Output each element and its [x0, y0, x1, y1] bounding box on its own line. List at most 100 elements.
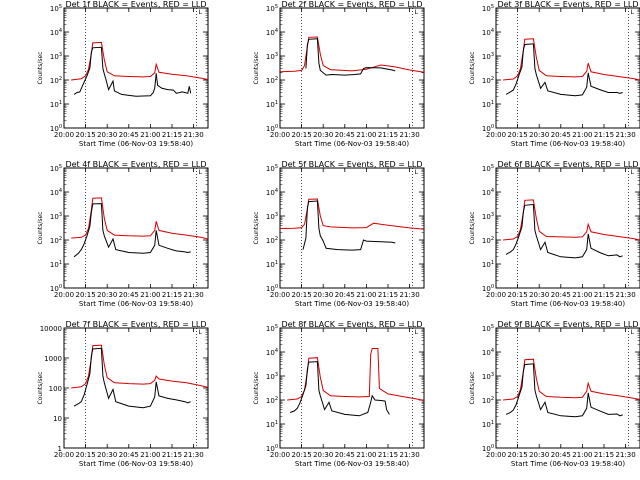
- x-tick-label: 20:00: [270, 291, 290, 299]
- x-tick-label: 20:15: [292, 131, 312, 139]
- x-tick-label: 21:15: [594, 451, 614, 459]
- series-lld-line: [503, 38, 640, 81]
- x-tick-label: 21:15: [594, 291, 614, 299]
- x-tick-label: 20:30: [313, 131, 333, 139]
- x-tick-label: 20:30: [313, 291, 333, 299]
- series-lld-line: [503, 199, 640, 241]
- x-tick-label: 20:45: [551, 131, 571, 139]
- y-tick-label: 1000: [44, 355, 62, 363]
- y-tick-label: 104: [50, 28, 62, 37]
- unit-marker: L: [198, 169, 202, 176]
- x-tick-label: 21:15: [162, 131, 182, 139]
- x-tick-label: 21:15: [378, 451, 398, 459]
- y-tick-label: 100: [266, 124, 278, 133]
- plot-frame: [63, 167, 209, 289]
- y-tick-label: 101: [50, 260, 62, 269]
- unit-marker: L: [414, 9, 418, 16]
- x-tick-label: 20:45: [335, 131, 355, 139]
- y-tick-label: 105: [50, 4, 62, 13]
- chart-title: Det 1f BLACK = Events, RED = LLD: [65, 0, 206, 9]
- chart-title: Det 9f BLACK = Events, RED = LLD: [497, 320, 638, 329]
- y-tick-label: 105: [266, 324, 278, 333]
- x-tick-label: 20:00: [486, 451, 506, 459]
- series-events-line: [505, 363, 623, 418]
- series-events-line: [73, 46, 192, 97]
- series-lld-line: [279, 198, 425, 230]
- y-tick-label: 104: [482, 348, 494, 357]
- x-tick-label: 20:00: [54, 291, 74, 299]
- y-tick-label: 105: [266, 4, 278, 13]
- y-tick-label: 102: [266, 396, 278, 405]
- x-tick-label: 20:30: [529, 131, 549, 139]
- y-tick-label: 105: [50, 164, 62, 173]
- y-axis-label: Counts/sec: [37, 211, 44, 244]
- chart-title: Det 6f BLACK = Events, RED = LLD: [497, 160, 638, 169]
- chart-title: Det 4f BLACK = Events, RED = LLD: [65, 160, 206, 169]
- x-tick-label: 21:00: [572, 131, 592, 139]
- x-tick-label: 20:15: [76, 451, 96, 459]
- x-tick-label: 21:15: [594, 131, 614, 139]
- x-tick-label: 21:00: [356, 291, 376, 299]
- series-events-line: [505, 203, 623, 259]
- y-tick-label: 105: [482, 164, 494, 173]
- x-tick-label: 21:30: [615, 451, 635, 459]
- y-axis-label: Counts/sec: [37, 51, 44, 84]
- y-tick-label: 101: [482, 260, 494, 269]
- series-events-line: [73, 347, 191, 409]
- series-lld-line: [279, 36, 425, 73]
- x-axis-label: Start Time (06-Nov-03 19:58:40): [511, 460, 625, 468]
- x-tick-label: 20:30: [313, 451, 333, 459]
- y-tick-label: 100: [482, 124, 494, 133]
- x-tick-label: 20:15: [508, 131, 528, 139]
- x-tick-label: 20:15: [508, 291, 528, 299]
- x-axis-label: Start Time (06-Nov-03 19:58:40): [295, 460, 409, 468]
- x-axis-label: Start Time (06-Nov-03 19:58:40): [295, 140, 409, 148]
- y-tick-label: 100: [266, 284, 278, 293]
- x-tick-label: 21:15: [378, 131, 398, 139]
- x-tick-label: 20:45: [551, 451, 571, 459]
- y-tick-label: 105: [482, 324, 494, 333]
- x-tick-label: 21:00: [140, 291, 160, 299]
- y-axis-label: Counts/sec: [253, 211, 260, 244]
- y-tick-label: 101: [482, 420, 494, 429]
- x-tick-label: 20:30: [97, 291, 117, 299]
- x-tick-label: 20:30: [529, 291, 549, 299]
- plot-frame: [279, 327, 425, 449]
- series-lld-line: [503, 358, 640, 401]
- x-tick-label: 20:00: [486, 131, 506, 139]
- plot-frame: [495, 167, 640, 289]
- x-axis-label: Start Time (06-Nov-03 19:58:40): [295, 300, 409, 308]
- chart-title: Det 8f BLACK = Events, RED = LLD: [281, 320, 422, 329]
- x-tick-label: 20:15: [292, 291, 312, 299]
- y-tick-label: 101: [266, 100, 278, 109]
- y-axis-label: Counts/sec: [469, 371, 476, 404]
- y-tick-label: 103: [266, 52, 278, 61]
- y-tick-label: 103: [482, 52, 494, 61]
- y-tick-label: 104: [266, 188, 278, 197]
- x-tick-label: 21:30: [615, 291, 635, 299]
- x-tick-label: 21:30: [615, 131, 635, 139]
- x-tick-label: 20:45: [119, 451, 139, 459]
- series-lld-line: [71, 344, 209, 389]
- series-events-line: [73, 203, 191, 258]
- x-axis-label: Start Time (06-Nov-03 19:58:40): [79, 460, 193, 468]
- y-tick-label: 102: [482, 396, 494, 405]
- series-lld-line: [71, 197, 209, 240]
- x-tick-label: 20:45: [335, 291, 355, 299]
- x-tick-label: 21:15: [162, 451, 182, 459]
- y-tick-label: 100: [266, 444, 278, 453]
- y-tick-label: 101: [266, 420, 278, 429]
- y-tick-label: 104: [266, 28, 278, 37]
- y-tick-label: 100: [50, 284, 62, 293]
- y-tick-label: 100: [482, 444, 494, 453]
- y-tick-label: 102: [482, 76, 494, 85]
- series-events-line: [289, 361, 390, 417]
- y-tick-label: 105: [266, 164, 278, 173]
- x-tick-label: 21:00: [356, 451, 376, 459]
